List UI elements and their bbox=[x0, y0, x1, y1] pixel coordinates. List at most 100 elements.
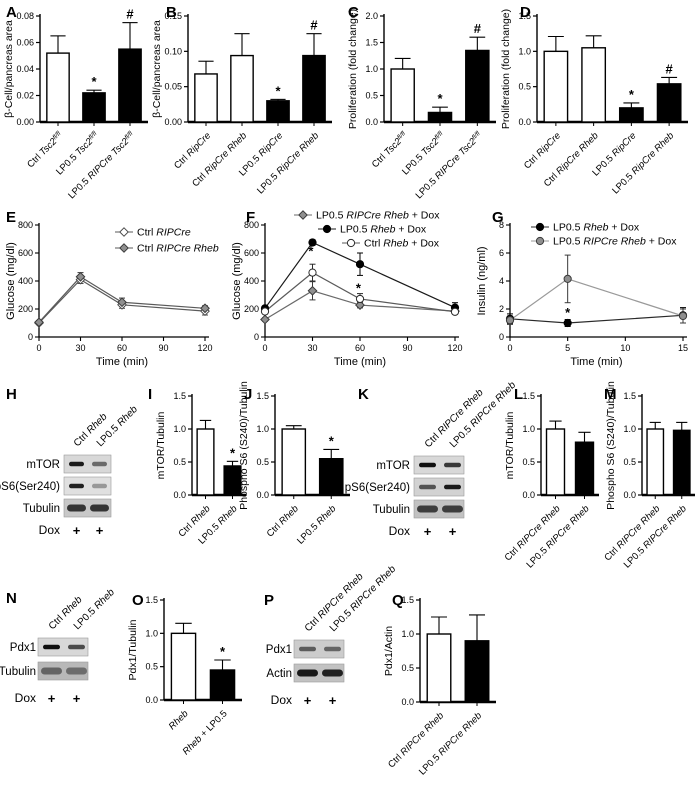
svg-text:LP0.5 Rheb + Dox: LP0.5 Rheb + Dox bbox=[553, 222, 640, 234]
svg-text:0: 0 bbox=[28, 332, 33, 342]
svg-text:+: + bbox=[96, 523, 104, 538]
bar-chart-mtor-tubulin-ripcre: 0.0 0.5 1.0 1.5 mTOR/Tubulin Ctrl RIPCre Rheb… bbox=[503, 378, 604, 570]
svg-text:mTOR/Tubulin: mTOR/Tubulin bbox=[504, 411, 516, 479]
svg-text:200: 200 bbox=[244, 304, 259, 314]
svg-text:*: * bbox=[275, 83, 281, 98]
svg-text:1.0: 1.0 bbox=[256, 424, 269, 434]
svg-text:0.0: 0.0 bbox=[401, 697, 414, 707]
svg-text:0.5: 0.5 bbox=[401, 663, 414, 673]
svg-text:1.0: 1.0 bbox=[518, 46, 531, 56]
svg-text:Ctrl Rheb + Dox: Ctrl Rheb + Dox bbox=[364, 238, 440, 250]
svg-text:2.0: 2.0 bbox=[365, 11, 378, 21]
svg-text:0.00: 0.00 bbox=[16, 117, 34, 127]
line-chart-glucose-lp05: 0 200 400 600 800 0 30 60 90 120 Glucose (mg/dl) Ti… bbox=[231, 205, 478, 377]
svg-text:0.00: 0.00 bbox=[164, 117, 182, 127]
panel-g-insulin-secretion: G 0 2 4 6 8 0 5 10 15 Insulin (ng/ml) Time (min) LP… bbox=[476, 205, 698, 377]
svg-text:+: + bbox=[48, 691, 56, 706]
western-blot-ripcre-rheb: Ctrl RIPCre Rheb LP0.5 RIPCre Rheb mTOR pS6… bbox=[345, 378, 524, 556]
svg-text:Tubulin: Tubulin bbox=[23, 503, 60, 515]
panel-a-beta-cell-area-tsc2: A 0.00 0.02 0.04 0.06 0.08 β-Cell/pancreas ar… bbox=[0, 2, 162, 202]
bar-chart-proliferation-tsc2: 0.0 0.5 1.0 1.5 2.0 Proliferation (fold chang… bbox=[342, 2, 514, 202]
panel-label-o: O bbox=[132, 592, 144, 609]
svg-text:120: 120 bbox=[447, 343, 462, 353]
panel-label-g: G bbox=[492, 209, 504, 226]
svg-text:0.5: 0.5 bbox=[365, 91, 378, 101]
svg-text:LP0.5 Rheb: LP0.5 Rheb bbox=[295, 503, 338, 546]
svg-text:0.05: 0.05 bbox=[164, 82, 182, 92]
svg-text:Ctrl RIPCre: Ctrl RIPCre bbox=[137, 227, 191, 239]
panel-c-proliferation-tsc2: C 0.0 0.5 1.0 1.5 2.0 Proliferation (fold cha… bbox=[342, 2, 514, 202]
svg-text:LP0.5 RIPCre Tsc2fl/fl: LP0.5 RIPCre Tsc2fl/fl bbox=[66, 130, 137, 201]
svg-text:6: 6 bbox=[499, 248, 504, 258]
svg-text:Phospho S6 (S240)/Tubulin: Phospho S6 (S240)/Tubulin bbox=[238, 381, 250, 510]
svg-text:90: 90 bbox=[158, 343, 168, 353]
svg-text:Rheb: Rheb bbox=[167, 708, 191, 732]
panel-label-i: I bbox=[148, 386, 153, 403]
svg-text:Pdx1/Actin: Pdx1/Actin bbox=[383, 626, 395, 676]
panel-label-q: Q bbox=[392, 592, 404, 609]
svg-text:Glucose (mg/dl): Glucose (mg/dl) bbox=[231, 242, 243, 320]
svg-text:0.0: 0.0 bbox=[145, 695, 158, 705]
svg-text:LP0.5 RIPCre Tsc2fl/fl: LP0.5 RIPCre Tsc2fl/fl bbox=[414, 130, 485, 201]
panel-q-pdx1-actin-bar: Q 0.0 0.5 1.0 1.5 Pdx1/Actin Ctrl RIPCre Rheb… bbox=[383, 582, 546, 782]
svg-text:Tubulin: Tubulin bbox=[0, 666, 36, 678]
panel-d-proliferation-ripcre: D 0.0 0.5 1.0 1.5 Proliferation (fold change… bbox=[500, 2, 698, 202]
svg-text:0: 0 bbox=[262, 343, 267, 353]
svg-text:*: * bbox=[329, 433, 335, 448]
svg-text:LP0.5 Rheb + Dox: LP0.5 Rheb + Dox bbox=[340, 224, 427, 236]
panel-label-f: F bbox=[246, 209, 256, 226]
svg-text:LP0.5 RIPCre Rheb + Dox: LP0.5 RIPCre Rheb + Dox bbox=[553, 236, 677, 248]
svg-text:Insulin (ng/ml): Insulin (ng/ml) bbox=[476, 246, 488, 315]
svg-text:*: * bbox=[356, 281, 362, 296]
panel-j-phospho-s6-bar: J 0.0 0.5 1.0 1.5 Phospho S6 (S240)/Tubulin C… bbox=[238, 378, 360, 558]
svg-text:30: 30 bbox=[75, 343, 85, 353]
svg-text:0: 0 bbox=[36, 343, 41, 353]
svg-text:4: 4 bbox=[499, 276, 504, 286]
svg-text:Pdx1: Pdx1 bbox=[266, 644, 292, 656]
svg-text:0.0: 0.0 bbox=[522, 490, 535, 500]
svg-text:0.04: 0.04 bbox=[16, 64, 34, 74]
svg-text:Pdx1: Pdx1 bbox=[10, 642, 36, 654]
svg-text:600: 600 bbox=[244, 248, 259, 258]
svg-text:0.08: 0.08 bbox=[16, 11, 34, 21]
svg-text:800: 800 bbox=[18, 220, 33, 230]
svg-text:0.10: 0.10 bbox=[164, 46, 182, 56]
panel-h-western-blot-rheb: H Ctrl Rheb LP0.5 Rheb mTOR pS6(Ser240) Tubu… bbox=[0, 378, 155, 556]
svg-text:+: + bbox=[73, 523, 81, 538]
svg-text:30: 30 bbox=[307, 343, 317, 353]
svg-text:1.0: 1.0 bbox=[173, 424, 186, 434]
svg-text:*: * bbox=[629, 87, 635, 102]
panel-label-e: E bbox=[6, 209, 17, 226]
svg-text:0.5: 0.5 bbox=[518, 82, 531, 92]
svg-text:β-Cell/pancreas area: β-Cell/pancreas area bbox=[3, 20, 15, 118]
panel-e-glucose-tolerance-ctrl: E 0 200 400 600 800 0 30 60 90 120 Glucose (mg/dl)… bbox=[0, 205, 238, 377]
svg-text:Dox: Dox bbox=[271, 693, 292, 707]
svg-text:LP0.5 RipCre Rheb: LP0.5 RipCre Rheb bbox=[255, 130, 321, 196]
svg-text:1.0: 1.0 bbox=[365, 64, 378, 74]
svg-text:0.15: 0.15 bbox=[164, 11, 182, 21]
panel-label-c: C bbox=[348, 4, 359, 21]
svg-text:mTOR: mTOR bbox=[376, 460, 410, 472]
svg-text:1.5: 1.5 bbox=[256, 391, 269, 401]
svg-text:800: 800 bbox=[244, 220, 259, 230]
svg-text:LP0.5 Rheb: LP0.5 Rheb bbox=[72, 587, 117, 632]
panel-label-a: A bbox=[6, 4, 17, 21]
svg-text:400: 400 bbox=[244, 276, 259, 286]
svg-text:#: # bbox=[666, 61, 674, 76]
svg-text:Dox: Dox bbox=[389, 524, 410, 538]
svg-text:0.5: 0.5 bbox=[256, 457, 269, 467]
bar-chart-pdx1-actin: 0.0 0.5 1.0 1.5 Pdx1/Actin Ctrl RIPCre Rheb LP… bbox=[383, 582, 546, 782]
svg-text:60: 60 bbox=[355, 343, 365, 353]
svg-text:*: * bbox=[437, 91, 443, 106]
panel-k-western-blot-ripcre-rheb: K Ctrl RIPCre Rheb LP0.5 RIPCre Rheb mTOR p… bbox=[345, 378, 524, 556]
svg-text:mTOR/Tubulin: mTOR/Tubulin bbox=[155, 411, 167, 479]
bar-chart-proliferation-ripcre: 0.0 0.5 1.0 1.5 Proliferation (fold change) C… bbox=[500, 2, 698, 202]
svg-text:400: 400 bbox=[18, 276, 33, 286]
bar-chart-beta-cell-area-ripcre: 0.00 0.05 0.10 0.15 β-Cell/pancreas area Ctrl… bbox=[151, 2, 338, 202]
svg-text:mTOR: mTOR bbox=[26, 459, 60, 471]
svg-text:1.0: 1.0 bbox=[145, 628, 158, 638]
svg-text:1.5: 1.5 bbox=[365, 38, 378, 48]
svg-text:Proliferation (fold change): Proliferation (fold change) bbox=[347, 9, 359, 129]
panel-label-m: M bbox=[604, 386, 617, 403]
svg-text:#: # bbox=[474, 21, 482, 36]
